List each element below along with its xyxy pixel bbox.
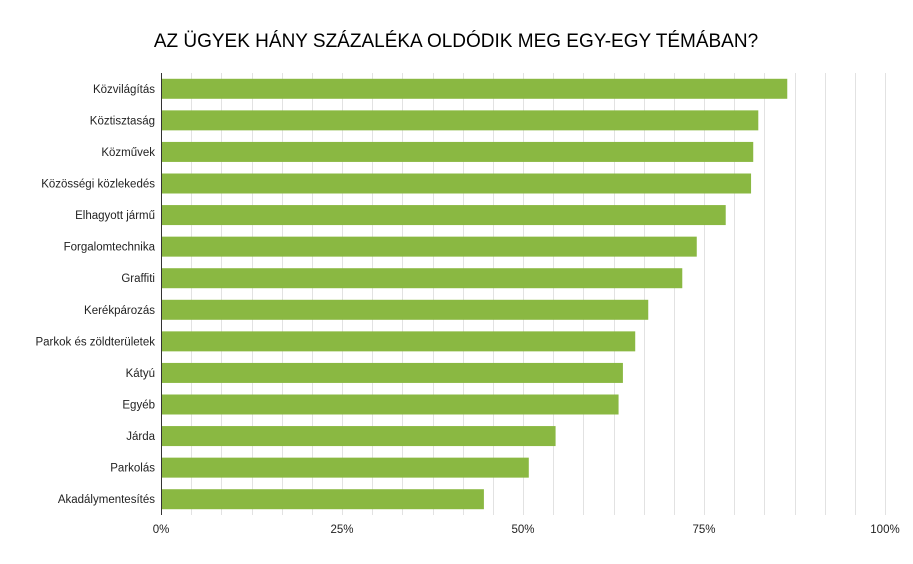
bar (161, 110, 759, 131)
category-label: Akadálymentesítés (58, 494, 155, 506)
bar (161, 394, 619, 415)
grid-lines (191, 73, 886, 515)
bar (161, 299, 649, 320)
bar (161, 362, 623, 383)
x-tick-label: 0% (153, 524, 170, 536)
category-label: Forgalomtechnika (64, 242, 156, 254)
x-axis-ticks: 0% 25% 50% 75% 100% (153, 524, 900, 536)
x-tick-label: 50% (511, 524, 534, 536)
bar (161, 236, 697, 257)
category-label: Kátyú (126, 368, 155, 380)
category-label: Közművek (101, 147, 155, 159)
category-label: Parkok és zöldterületek (35, 336, 155, 348)
bar (161, 331, 636, 352)
bar (161, 268, 683, 289)
x-tick-label: 75% (692, 524, 715, 536)
category-label: Közösségi közlekedés (41, 179, 155, 191)
category-label: Kerékpározás (84, 305, 155, 317)
category-label: Közvilágítás (93, 84, 155, 96)
bar (161, 78, 788, 99)
bar (161, 489, 484, 510)
bar (161, 205, 726, 226)
category-label: Elhagyott jármű (75, 210, 155, 222)
bar (161, 426, 556, 447)
bars (161, 78, 788, 510)
x-tick-label: 100% (870, 524, 899, 536)
category-label: Parkolás (110, 463, 155, 475)
category-label: Járda (126, 431, 155, 443)
category-label: Egyéb (122, 400, 155, 412)
category-label: Köztisztaság (90, 115, 155, 127)
bar (161, 141, 754, 162)
category-labels: Közvilágítás Köztisztaság Közművek Közösség… (35, 84, 155, 506)
bar (161, 173, 752, 194)
x-tick-label: 25% (330, 524, 353, 536)
category-label: Graffiti (121, 273, 155, 285)
chart-title: AZ ÜGYEK HÁNY SZÁZALÉKA OLDÓDIK MEG EGY-… (154, 30, 758, 52)
bar (161, 457, 529, 478)
